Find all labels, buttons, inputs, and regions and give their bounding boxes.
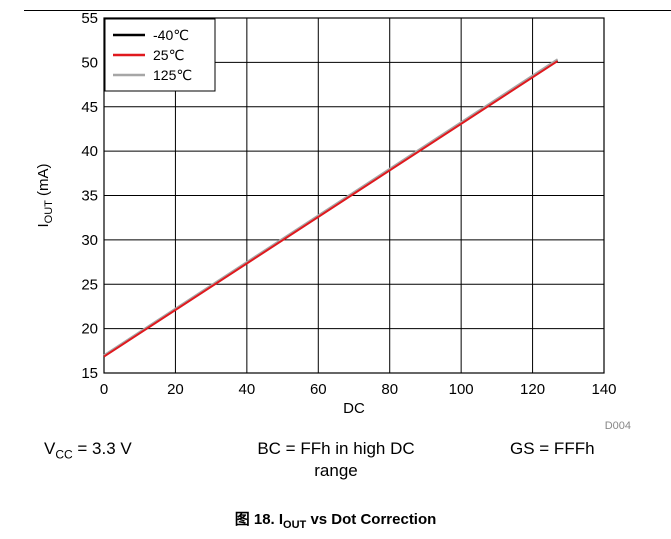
bc-line1: BC = FFh in high DC [257, 439, 415, 458]
x-tick-label: 80 [381, 381, 398, 398]
bc-condition: BC = FFh in high DC range [226, 438, 446, 482]
y-tick-label: 40 [81, 143, 98, 160]
x-tick-label: 140 [591, 381, 616, 398]
figure-caption: 图 18. IOUT vs Dot Correction [0, 508, 671, 531]
legend-label: 25℃ [153, 47, 184, 63]
series-line [103, 60, 559, 358]
vcc-condition: VCC = 3.3 V [44, 438, 132, 465]
y-tick-label: 50 [81, 54, 98, 71]
vcc-sub: CC [55, 447, 73, 462]
x-tick-label: 40 [239, 381, 256, 398]
x-tick-label: 20 [167, 381, 184, 398]
y-tick-label: 45 [81, 99, 98, 116]
y-tick-label: 30 [81, 232, 98, 249]
caption-prefix: 图 18. I [234, 511, 284, 528]
watermark-label: D004 [605, 420, 631, 432]
bc-line2: range [314, 461, 358, 480]
series-line [103, 58, 559, 357]
vcc-main: V [44, 439, 56, 458]
x-tick-label: 0 [100, 381, 108, 398]
y-tick-label: 55 [81, 10, 98, 27]
x-axis-label: DC [343, 400, 365, 417]
legend-label: 125℃ [153, 67, 192, 83]
y-axis-label: IOUT (mA) [35, 163, 55, 227]
y-tick-label: 25 [81, 276, 98, 293]
y-tick-label: 15 [81, 365, 98, 382]
vcc-value: = 3.3 V [72, 439, 132, 458]
caption-rest: vs Dot Correction [306, 511, 437, 528]
y-tick-label: 20 [81, 321, 98, 338]
chart: 0 20 40 60 80 100 120 140 15 20 25 30 35 40 45 50 55 DC IO… [35, 10, 631, 432]
y-tick-label: 35 [81, 188, 98, 205]
x-tick-label: 100 [449, 381, 474, 398]
legend-label: -40℃ [153, 27, 189, 43]
x-tick-label: 120 [520, 381, 545, 398]
gs-condition: GS = FFFh [510, 439, 595, 458]
top-rule [24, 10, 671, 11]
plot-frame [103, 17, 605, 374]
x-tick-label: 60 [310, 381, 327, 398]
caption-sub: OUT [283, 519, 307, 531]
